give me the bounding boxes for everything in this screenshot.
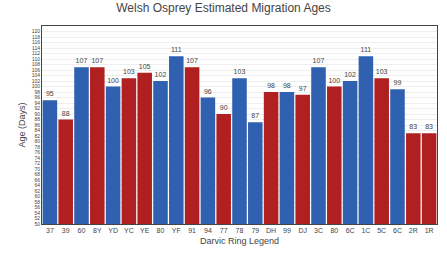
svg-text:112: 112 [32,50,40,56]
svg-text:100: 100 [107,77,119,84]
svg-text:66: 66 [34,177,40,183]
svg-text:YC: YC [124,227,134,234]
svg-text:82: 82 [34,133,40,139]
svg-text:78: 78 [34,144,40,150]
svg-text:111: 111 [171,46,182,53]
svg-text:Age (Days): Age (Days) [17,102,27,147]
svg-text:106: 106 [32,67,41,73]
svg-text:77: 77 [220,227,228,234]
svg-text:86: 86 [34,122,40,128]
svg-text:80: 80 [330,227,338,234]
svg-text:84: 84 [34,127,40,133]
svg-text:Welsh Osprey Estimated Migrati: Welsh Osprey Estimated Migration Ages [116,1,331,15]
svg-text:80: 80 [157,227,165,234]
svg-text:3C: 3C [314,227,323,234]
svg-text:YD: YD [108,227,118,234]
svg-text:54: 54 [34,210,40,216]
svg-text:99: 99 [394,79,402,86]
svg-text:6C: 6C [393,227,402,234]
svg-text:102: 102 [155,71,167,78]
svg-text:114: 114 [32,45,40,51]
svg-text:62: 62 [34,188,40,194]
svg-text:100: 100 [328,77,340,84]
svg-text:116: 116 [32,39,40,45]
svg-text:83: 83 [409,123,417,130]
svg-text:107: 107 [313,57,325,64]
svg-text:110: 110 [32,56,40,62]
svg-text:103: 103 [376,68,388,75]
svg-text:1C: 1C [361,227,370,234]
svg-text:87: 87 [251,112,259,119]
svg-text:91: 91 [188,227,196,234]
svg-text:94: 94 [34,100,40,106]
svg-text:120: 120 [32,28,41,34]
svg-text:5C: 5C [377,227,386,234]
svg-text:90: 90 [34,111,40,117]
svg-text:YE: YE [140,227,150,234]
svg-text:103: 103 [234,68,246,75]
svg-text:88: 88 [34,116,40,122]
svg-text:58: 58 [34,199,40,205]
svg-text:50: 50 [34,221,40,227]
svg-text:Darvic Ring Legend: Darvic Ring Legend [200,236,279,246]
svg-text:99: 99 [283,227,291,234]
svg-text:98: 98 [283,82,291,89]
svg-text:8Y: 8Y [93,227,102,234]
svg-text:90: 90 [220,104,228,111]
svg-text:107: 107 [91,57,103,64]
svg-text:107: 107 [186,57,198,64]
svg-text:96: 96 [34,94,40,100]
svg-text:100: 100 [32,83,41,89]
svg-text:97: 97 [299,85,307,92]
svg-text:103: 103 [123,68,135,75]
svg-text:107: 107 [76,57,88,64]
svg-text:70: 70 [34,166,40,172]
svg-text:108: 108 [32,61,41,67]
svg-text:83: 83 [425,123,433,130]
svg-text:118: 118 [32,34,40,40]
svg-text:74: 74 [34,155,40,161]
svg-text:88: 88 [62,110,70,117]
svg-text:DJ: DJ [298,227,307,234]
svg-text:78: 78 [236,227,244,234]
svg-text:37: 37 [46,227,54,234]
svg-text:52: 52 [34,215,40,221]
svg-text:DH: DH [266,227,276,234]
svg-text:60: 60 [34,193,40,199]
svg-text:92: 92 [34,105,40,111]
svg-text:39: 39 [62,227,70,234]
svg-text:98: 98 [34,89,40,95]
svg-text:95: 95 [46,90,54,97]
svg-text:2R: 2R [409,227,418,234]
svg-text:60: 60 [78,227,86,234]
svg-text:56: 56 [34,204,40,210]
svg-text:102: 102 [32,78,41,84]
svg-text:79: 79 [251,227,259,234]
svg-text:1R: 1R [425,227,434,234]
svg-text:80: 80 [34,138,40,144]
svg-text:YF: YF [172,227,181,234]
svg-text:6C: 6C [346,227,355,234]
svg-text:102: 102 [344,71,356,78]
svg-text:104: 104 [32,72,41,78]
svg-text:96: 96 [204,88,212,95]
svg-text:68: 68 [34,171,40,177]
svg-text:105: 105 [139,63,151,70]
svg-text:111: 111 [361,46,372,53]
svg-text:94: 94 [204,227,212,234]
svg-text:72: 72 [34,160,40,166]
svg-text:98: 98 [267,82,275,89]
svg-text:64: 64 [34,182,40,188]
svg-text:76: 76 [34,149,40,155]
